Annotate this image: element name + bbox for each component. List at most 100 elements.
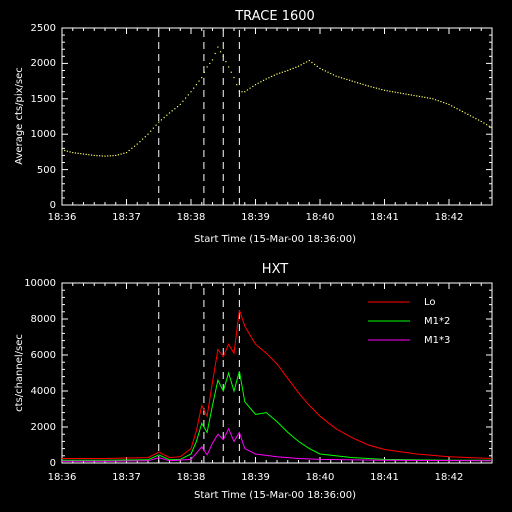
trace-sample-dot [241, 91, 243, 93]
y-tick-label: 6000 [31, 350, 56, 361]
trace-sample-dot [262, 79, 265, 81]
x-tick-label: 18:40 [306, 212, 335, 223]
trace-sample-dot [461, 110, 464, 113]
trace-sample-dot [120, 153, 122, 155]
trace-sample-dot [445, 102, 447, 105]
trace-sample-dot [370, 86, 372, 88]
trace-sample-dot [316, 65, 318, 68]
y-axis-label-hxt: cts/channel/sec [14, 334, 25, 412]
x-tick-label: 18:42 [435, 212, 464, 223]
trace-sample-dot [322, 69, 324, 71]
trace-data-point [416, 95, 418, 97]
trace-sample-dot [77, 152, 79, 154]
trace-data-point [222, 55, 224, 57]
y-tick-label: 2500 [31, 23, 56, 34]
trace-sample-dot [271, 75, 273, 78]
trace-sample-dot [391, 91, 394, 93]
y-tick-label: 1500 [31, 94, 56, 105]
trace-sample-dot [109, 155, 111, 157]
trace-sample-dot [418, 95, 421, 98]
trace-sample-dot [429, 97, 431, 99]
trace-sample-dot [362, 83, 364, 86]
legend-entry-m1x3: M1*3 [368, 335, 450, 346]
x-tick-label: 18:39 [241, 472, 270, 483]
trace-data-point [244, 91, 246, 93]
trace-sample-dot [182, 100, 184, 102]
trace-sample-dot [163, 116, 165, 119]
axes-frame-hxt [61, 282, 493, 464]
trace-sample-dot [378, 88, 380, 90]
trace-data-point [400, 92, 402, 94]
trace-sample-dot [343, 78, 345, 80]
trace-sample-dot [483, 122, 485, 124]
trace-sample-dot [133, 145, 136, 147]
trace-sample-dot [249, 87, 251, 89]
trace-sample-dot [456, 108, 458, 110]
trace-sample-dot [155, 124, 157, 126]
trace-sample-dot [112, 155, 114, 157]
trace-data-point [206, 66, 208, 68]
trace-sample-dot [107, 155, 109, 157]
trace-sample-dot [236, 84, 238, 86]
trace-sample-dot [467, 113, 469, 115]
legend-label-m1x2: M1*2 [424, 316, 450, 327]
trace-sample-dot [123, 152, 125, 154]
series-line-m1-3 [62, 427, 493, 462]
trace-data-point [276, 73, 278, 75]
panel-title-trace: TRACE 1600 [234, 9, 315, 24]
trace-sample-dot [354, 81, 356, 83]
trace-sample-dot [117, 154, 120, 156]
trace-data-point [115, 154, 117, 157]
trace-sample-dot [88, 154, 90, 156]
x-tick-label: 18:42 [435, 472, 464, 483]
trace-sample-dot [101, 155, 103, 157]
trace-sample-dot [166, 114, 168, 116]
trace-data-point [61, 149, 63, 151]
series-line-lo [62, 309, 493, 459]
trace-sample-dot [150, 130, 152, 132]
trace-data-point [104, 155, 106, 157]
trace-sample-dot [340, 77, 343, 79]
legend-label-lo: Lo [424, 297, 436, 308]
trace-sample-dot [160, 119, 163, 121]
trace-data-point [265, 78, 267, 80]
trace-sample-dot [469, 115, 472, 117]
trace-data-point [158, 121, 160, 123]
y-tick-label: 4000 [31, 386, 56, 397]
trace-sample-dot [375, 87, 378, 89]
trace-data-point [335, 75, 337, 77]
x-tick-label: 18:41 [370, 212, 399, 223]
plot-area-hxt [61, 282, 493, 464]
trace-sample-dot [144, 136, 146, 138]
x-axis-label-hxt: Start Time (15-Mar-00 18:36:00) [194, 490, 356, 501]
trace-data-point [238, 91, 240, 93]
x-tick-label: 18:37 [112, 472, 141, 483]
trace-data-point [432, 98, 434, 100]
trace-sample-dot [381, 88, 383, 91]
trace-data-point [319, 67, 321, 69]
trace-sample-dot [185, 97, 187, 99]
trace-data-point [448, 103, 450, 106]
trace-sample-dot [324, 70, 326, 72]
trace-data-point [147, 133, 149, 135]
trace-data-point [93, 154, 95, 157]
trace-sample-dot [203, 71, 206, 73]
trace-sample-dot [214, 52, 216, 55]
x-tick-label: 18:38 [177, 212, 206, 223]
trace-sample-dot [405, 93, 407, 95]
trace-sample-dot [451, 105, 453, 107]
y-tick-label: 10000 [24, 278, 56, 289]
trace-sample-dot [346, 78, 348, 81]
trace-sample-dot [152, 127, 154, 129]
trace-sample-dot [74, 152, 77, 154]
trace-sample-dot [488, 125, 490, 127]
trace-sample-dot [443, 101, 445, 104]
trace-sample-dot [408, 93, 410, 96]
trace-sample-dot [397, 92, 399, 94]
trace-data-point [351, 80, 353, 82]
trace-sample-dot [365, 84, 367, 86]
trace-sample-dot [459, 109, 461, 111]
x-tick-label: 18:36 [48, 212, 77, 223]
trace-sample-dot [295, 66, 297, 68]
